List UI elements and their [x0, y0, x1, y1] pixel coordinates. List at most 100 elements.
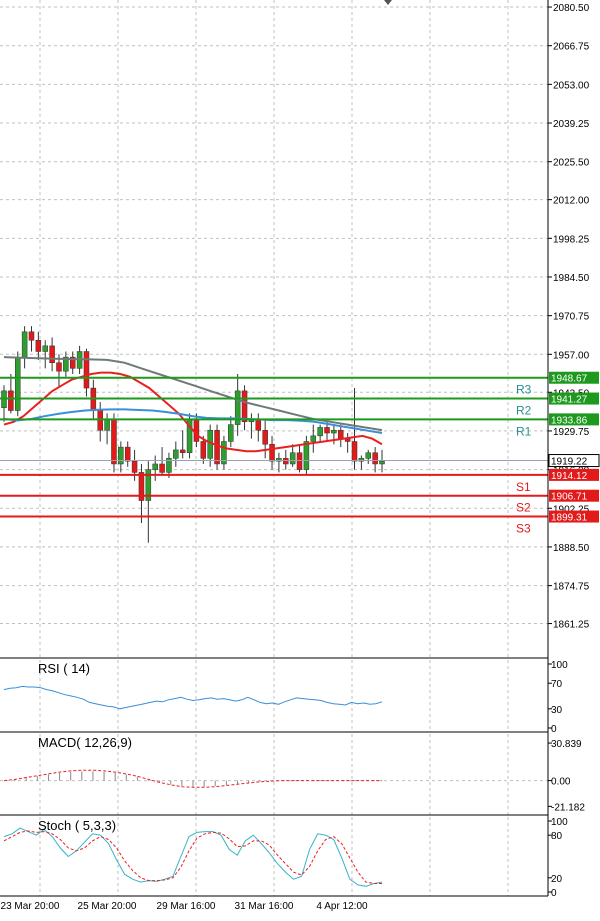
pivot-price-label: 1906.71 — [551, 492, 588, 503]
candle-bear — [262, 429, 268, 445]
pivot-price-tag — [549, 413, 599, 426]
price-tick-label: 1874.75 — [553, 582, 590, 593]
stoch-signal-line — [3, 830, 382, 884]
stoch-tick-label: 100 — [551, 817, 568, 828]
price-tick-label: 1861.25 — [553, 620, 590, 631]
candle-bull — [221, 441, 227, 465]
price-tick-label: 1998.25 — [553, 234, 590, 245]
price-tick-label: 2039.25 — [553, 119, 590, 130]
grid-layer — [0, 0, 548, 896]
pivot-price-tag — [549, 468, 599, 481]
candle-bear — [8, 390, 14, 411]
pivot-price-label: 1948.67 — [551, 374, 588, 385]
candle-bear — [193, 418, 200, 442]
candle-bear — [69, 356, 76, 369]
price-tick-label: 1888.50 — [553, 543, 590, 554]
time-axis-label: 4 Apr 12:00 — [316, 901, 368, 912]
time-axis-label: 23 Mar 20:00 — [1, 901, 60, 912]
rsi-line — [3, 685, 383, 710]
price-tick-label: 1957.00 — [553, 350, 590, 361]
candle-bear — [97, 410, 103, 431]
candle-bear — [35, 339, 42, 352]
candle-bull — [317, 427, 323, 437]
candle-bull — [310, 435, 317, 442]
stoch-tick-label: 20 — [551, 874, 563, 885]
candle-bull — [145, 469, 152, 501]
stoch-main-line — [3, 827, 383, 887]
candle-bull — [63, 356, 69, 372]
rsi-tick-label: 70 — [551, 679, 563, 690]
candle-bear — [241, 390, 248, 423]
ma-red-line — [3, 371, 383, 453]
price-tick-label: 1902.25 — [553, 504, 590, 515]
candle-bull — [303, 441, 310, 470]
rsi-title: RSI ( 14) — [38, 661, 90, 676]
macd-title: MACD( 12,26,9) — [38, 735, 132, 750]
pivot-price-label: 1933.86 — [551, 415, 588, 426]
time-axis-label: 29 Mar 16:00 — [157, 901, 216, 912]
candle-bull — [104, 418, 110, 431]
candle-bear — [138, 472, 145, 501]
stoch-panel: Stoch ( 5,3,3) — [3, 818, 383, 887]
candle-bear — [296, 452, 303, 470]
candle-bull — [276, 458, 282, 462]
stoch-tick-label: 0 — [551, 888, 557, 899]
candle-bear — [83, 351, 90, 389]
candle-bear — [159, 463, 165, 473]
pivot-price-label: 1941.27 — [551, 395, 588, 406]
time-axis-label: 25 Mar 20:00 — [78, 901, 137, 912]
candle-bear — [49, 345, 55, 363]
pivot-label-s3: S3 — [516, 522, 531, 536]
price-tick-label: 2025.50 — [553, 158, 590, 169]
candle-bull — [228, 424, 234, 442]
candle-bull — [152, 463, 158, 470]
candle-bear — [372, 452, 378, 465]
price-tick-label: 1970.75 — [553, 312, 590, 323]
candle-bear — [56, 362, 62, 372]
candle-bull — [21, 331, 28, 358]
candle-bull — [234, 390, 241, 425]
pivot-label-r3: R3 — [516, 383, 532, 397]
candle-bull — [331, 429, 337, 434]
pivot-price-tag — [549, 371, 599, 384]
price-panel: R3 R2 R1 S1 S2 S3 — [0, 0, 548, 543]
price-tick-label: 2066.75 — [553, 42, 590, 53]
candle-bear — [179, 449, 186, 453]
candle-bear — [131, 460, 138, 473]
scroll-marker-icon — [384, 0, 392, 5]
candle-bear — [324, 427, 330, 434]
candle-bear — [269, 444, 275, 462]
macd-signal-line — [3, 769, 382, 788]
pivot-price-label: 1914.12 — [551, 471, 588, 482]
candle-bear — [28, 331, 35, 341]
candles — [1, 326, 385, 543]
macd-panel: MACD( 12,26,9) — [3, 735, 382, 788]
candle-bear — [351, 441, 358, 462]
macd-tick-label: -21.182 — [551, 802, 585, 813]
time-axis-label: 31 Mar 16:00 — [235, 901, 294, 912]
pivot-price-tag — [549, 510, 599, 523]
pivot-label-s2: S2 — [516, 501, 531, 515]
candle-bull — [365, 452, 372, 459]
candle-bear — [283, 458, 289, 465]
rsi-tick-label: 0 — [551, 724, 557, 735]
current-price-tag — [548, 454, 600, 468]
pivot-price-label: 1899.31 — [551, 513, 588, 524]
candle-bear — [111, 418, 117, 465]
stoch-tick-label: 80 — [551, 831, 563, 842]
price-tick-label: 2012.00 — [553, 196, 590, 207]
rsi-tick-label: 30 — [551, 705, 563, 716]
pivot-price-tag — [549, 489, 599, 502]
stoch-title: Stoch ( 5,3,3) — [38, 818, 116, 833]
candle-bear — [124, 446, 131, 462]
candle-bull — [118, 446, 124, 465]
pivot-label-s1: S1 — [516, 480, 531, 494]
price-tick-label: 2053.00 — [553, 80, 590, 91]
candle-bull — [358, 458, 365, 462]
candle-bull — [173, 449, 179, 459]
candle-bear — [200, 441, 207, 459]
rsi-panel: RSI ( 14) — [3, 661, 383, 710]
